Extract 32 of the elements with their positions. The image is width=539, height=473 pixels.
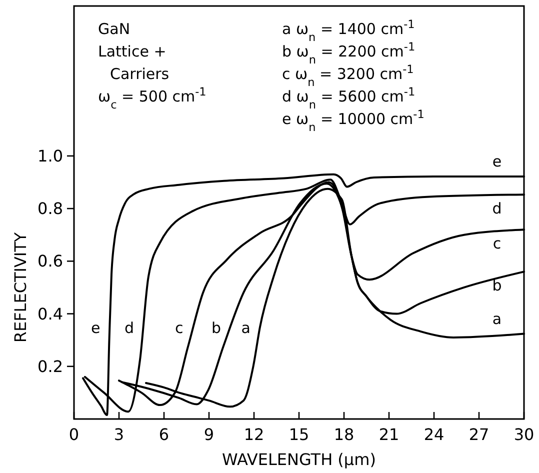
x-tick-label: 12 bbox=[244, 425, 264, 444]
x-tick-label: 9 bbox=[204, 425, 214, 444]
series-label: e bbox=[492, 152, 502, 170]
x-tick-label: 27 bbox=[468, 425, 490, 444]
series-label: d bbox=[492, 200, 502, 218]
x-tick-label: 18 bbox=[334, 425, 354, 444]
x-axis-title: WAVELENGTH (μm) bbox=[222, 450, 376, 469]
x-tick-label: 24 bbox=[424, 425, 444, 444]
y-tick-label: 0.4 bbox=[38, 304, 63, 324]
series-label: b bbox=[492, 276, 502, 295]
annotation: Lattice + bbox=[98, 42, 166, 60]
y-axis-title: REFLECTIVITY bbox=[11, 232, 30, 343]
y-tick-label: 0.8 bbox=[38, 199, 63, 218]
x-tick-label: 21 bbox=[378, 425, 400, 444]
x-tick-label: 0 bbox=[68, 425, 80, 444]
text: b bbox=[211, 319, 221, 338]
x-tick-label: 15 bbox=[288, 425, 310, 444]
annotation: GaN bbox=[98, 20, 130, 38]
text: d bbox=[124, 319, 134, 338]
x-tick-label: 30 bbox=[514, 425, 534, 444]
series-label: a bbox=[492, 310, 502, 328]
text: e bbox=[91, 319, 100, 338]
y-tick-label: 0.6 bbox=[38, 252, 63, 271]
text: a bbox=[241, 319, 250, 338]
x-tick-label: 6 bbox=[158, 425, 170, 444]
text: c bbox=[175, 319, 184, 338]
x-tick-label: 3 bbox=[114, 425, 124, 444]
y-tick-label: 1.0 bbox=[38, 146, 63, 166]
annotation: ω$_{c}$ = 500 cm$^{-1}$ bbox=[98, 85, 206, 111]
y-tick-label: 0.2 bbox=[38, 356, 63, 376]
series-label: c bbox=[492, 234, 502, 253]
annotation: Carriers bbox=[110, 65, 170, 83]
